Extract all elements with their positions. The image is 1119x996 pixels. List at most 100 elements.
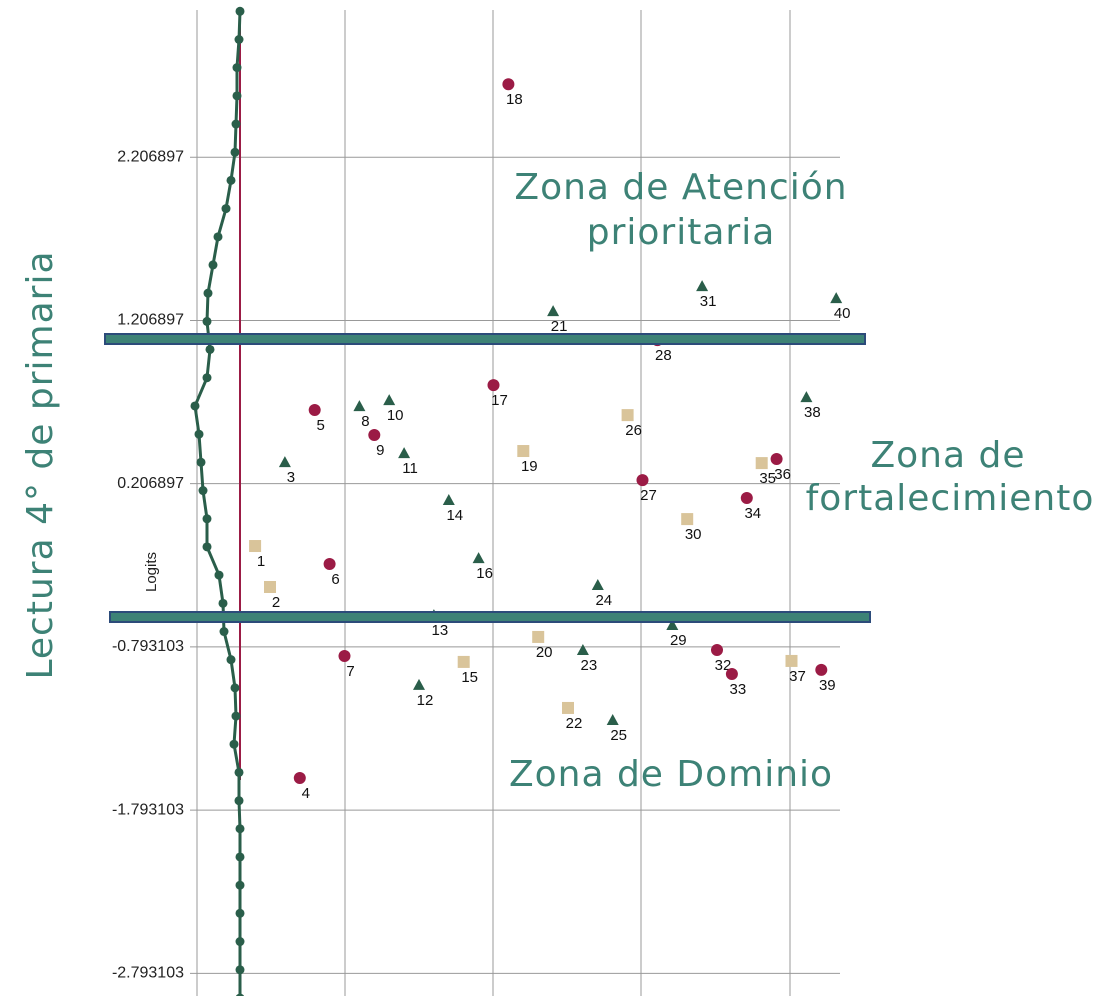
distribution-point	[236, 881, 245, 890]
point-label: 8	[361, 413, 369, 430]
distribution-point	[233, 91, 242, 100]
point-label: 1	[257, 553, 265, 570]
distribution-point	[236, 852, 245, 861]
distribution-point	[203, 317, 212, 326]
point	[413, 679, 425, 690]
point-label: 36	[774, 466, 791, 483]
distribution-point	[236, 937, 245, 946]
distribution-point	[220, 627, 229, 636]
vertical-grid	[197, 10, 790, 996]
point	[249, 540, 261, 552]
point-label: 5	[317, 417, 325, 434]
y-axis-label: Logits	[143, 552, 160, 592]
point-label: 20	[536, 644, 553, 661]
y-tick-label: 0.206897	[117, 475, 184, 492]
point	[279, 456, 291, 467]
distribution-point	[206, 345, 215, 354]
y-tick-label: 2.206897	[117, 148, 184, 165]
point	[756, 457, 768, 469]
point	[726, 668, 738, 680]
point-label: 26	[625, 422, 642, 439]
y-tick-label: -2.793103	[112, 965, 184, 982]
point	[398, 447, 410, 458]
point-label: 10	[387, 407, 404, 424]
point-label: 2	[272, 594, 280, 611]
point-label: 33	[730, 681, 747, 698]
point-label: 27	[640, 487, 657, 504]
point	[637, 474, 649, 486]
point	[786, 655, 798, 667]
point	[517, 445, 529, 457]
point	[681, 513, 693, 525]
point-label: 22	[566, 715, 583, 732]
zone-label: Zona de Atención	[514, 167, 847, 208]
point-label: 29	[670, 632, 687, 649]
point	[458, 656, 470, 668]
distribution-point	[236, 965, 245, 974]
point	[741, 492, 753, 504]
distribution-point	[204, 289, 213, 298]
point-label: 9	[376, 442, 384, 459]
point	[532, 631, 544, 643]
point-label: 7	[346, 663, 354, 680]
point	[294, 772, 306, 784]
y-tick-label: 1.206897	[117, 312, 184, 329]
distribution-point	[231, 683, 240, 692]
point-label: 6	[331, 571, 339, 588]
point-label: 3	[287, 469, 295, 486]
point	[473, 552, 485, 563]
zone-label: fortalecimiento	[806, 478, 1095, 519]
y-tick-label: -1.793103	[112, 801, 184, 818]
distribution-point	[232, 712, 241, 721]
point-label: 13	[432, 622, 449, 639]
distribution-point	[191, 401, 200, 410]
y-tick-label: -0.793103	[112, 638, 184, 655]
distribution-point	[227, 176, 236, 185]
distribution-point	[203, 373, 212, 382]
distribution-point	[235, 768, 244, 777]
distribution-point	[232, 120, 241, 129]
point-label: 21	[551, 318, 568, 335]
zone-label: prioritaria	[587, 212, 776, 253]
point-label: 15	[461, 669, 478, 686]
point	[622, 409, 634, 421]
distribution-point	[227, 655, 236, 664]
point-label: 17	[491, 392, 508, 409]
point-label: 18	[506, 91, 523, 108]
distribution-point	[219, 599, 228, 608]
point-label: 40	[834, 305, 851, 322]
point-label: 25	[610, 727, 627, 744]
point-label: 11	[402, 460, 418, 477]
point	[339, 650, 351, 662]
distribution-point	[235, 796, 244, 805]
distribution-point	[215, 571, 224, 580]
distribution-point	[199, 486, 208, 495]
point	[264, 581, 276, 593]
point	[502, 78, 514, 90]
cut-band	[105, 334, 865, 344]
distribution-point	[236, 7, 245, 16]
distribution-point	[222, 204, 231, 213]
point	[443, 494, 455, 505]
point	[368, 429, 380, 441]
point	[488, 379, 500, 391]
point-label: 30	[685, 526, 702, 543]
point	[577, 644, 589, 655]
point	[324, 558, 336, 570]
side-title: Lectura 4° de primaria	[20, 250, 61, 679]
point	[353, 400, 365, 411]
distribution	[191, 7, 245, 996]
point-label: 37	[789, 668, 806, 685]
distribution-point	[214, 232, 223, 241]
point	[383, 394, 395, 405]
point	[830, 292, 842, 303]
point-label: 38	[804, 404, 821, 421]
point	[800, 391, 812, 402]
distribution-point	[236, 909, 245, 918]
distribution-point	[195, 430, 204, 439]
cut-band	[110, 612, 870, 622]
point	[309, 404, 321, 416]
point-label: 39	[819, 677, 836, 694]
point-label: 14	[446, 507, 463, 524]
point-label: 34	[744, 505, 761, 522]
